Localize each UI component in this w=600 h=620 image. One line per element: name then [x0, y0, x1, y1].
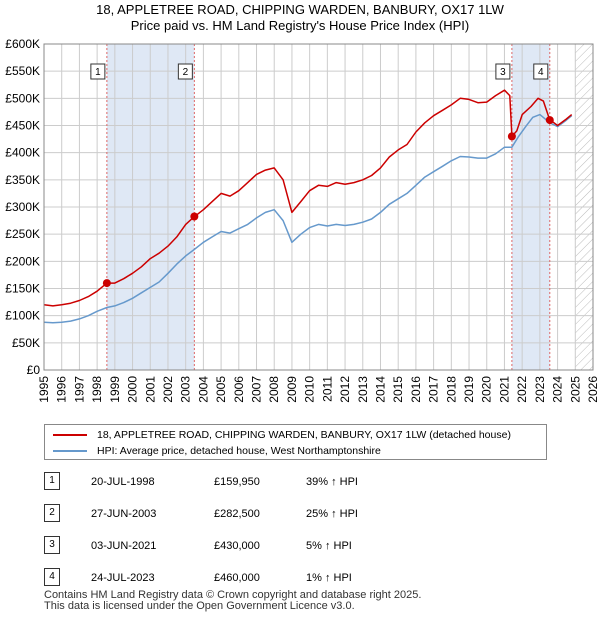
sale-number: 2 [44, 504, 60, 522]
sale-marker-box [177, 63, 193, 80]
hpi-line [43, 113, 573, 324]
legend-item-property: 18, APPLETREE ROAD, CHIPPING WARDEN, BAN… [53, 427, 511, 443]
y-tick-label: £0 [27, 363, 41, 377]
sale-row: 1 20-JUL-1998 £159,950 39% ↑ HPI [44, 472, 404, 490]
sale-hpi-change: 25% ↑ HPI [306, 508, 358, 520]
legend: 18, APPLETREE ROAD, CHIPPING WARDEN, BAN… [44, 424, 547, 460]
plot-border [43, 43, 594, 371]
x-tick-label: 2022 [515, 376, 529, 403]
y-tick-label: £50K [12, 336, 40, 350]
sale-row: 4 24-JUL-2023 £460,000 1% ↑ HPI [44, 568, 404, 586]
sale-price: £430,000 [214, 540, 260, 552]
x-tick-label: 2016 [409, 376, 423, 403]
x-tick-label: 2024 [551, 376, 565, 403]
sale-marker-box [495, 63, 511, 80]
x-tick-label: 2010 [303, 376, 317, 403]
sale-marker-label: 4 [538, 67, 544, 78]
x-tick-label: 2004 [196, 376, 210, 403]
legend-swatch-hpi [53, 450, 87, 453]
y-tick-label: £200K [5, 254, 40, 268]
title-line-1: 18, APPLETREE ROAD, CHIPPING WARDEN, BAN… [96, 2, 504, 17]
x-tick-label: 1995 [37, 376, 51, 403]
sale-point [102, 279, 111, 288]
legend-item-hpi: HPI: Average price, detached house, West… [53, 443, 381, 459]
sale-price: £460,000 [214, 572, 260, 584]
x-tick-label: 2012 [338, 376, 352, 403]
x-tick-label: 2006 [232, 376, 246, 403]
x-tick-label: 2007 [250, 376, 264, 403]
sale-date: 03-JUN-2021 [91, 540, 157, 552]
sale-hpi-change: 39% ↑ HPI [306, 476, 358, 488]
footer-line-2: This data is licensed under the Open Gov… [44, 600, 355, 612]
x-tick-label: 2018 [444, 376, 458, 403]
x-tick-label: 2003 [179, 376, 193, 403]
y-tick-label: £400K [5, 146, 40, 160]
x-tick-label: 2009 [285, 376, 299, 403]
y-tick-label: £550K [5, 64, 40, 78]
sale-row: 2 27-JUN-2003 £282,500 25% ↑ HPI [44, 504, 404, 522]
x-tick-label: 2021 [497, 376, 511, 403]
sale-marker-label: 2 [183, 67, 189, 78]
x-tick-label: 2019 [462, 376, 476, 403]
y-tick-label: £500K [5, 91, 40, 105]
sale-row: 3 03-JUN-2021 £430,000 5% ↑ HPI [44, 536, 404, 554]
y-tick-label: £300K [5, 200, 40, 214]
x-tick-label: 1998 [90, 376, 104, 403]
x-tick-label: 2014 [373, 376, 387, 403]
sale-number: 4 [44, 568, 60, 586]
x-tick-label: 2005 [214, 376, 228, 403]
sale-point [190, 212, 199, 221]
x-tick-label: 1999 [108, 376, 122, 403]
sale-marker-label: 3 [500, 67, 506, 78]
x-tick-label: 1996 [55, 376, 69, 403]
footer: Contains HM Land Registry data © Crown c… [44, 590, 421, 612]
sale-hpi-change: 5% ↑ HPI [306, 540, 352, 552]
y-tick-label: £600K [5, 37, 40, 51]
x-tick-label: 2013 [356, 376, 370, 403]
sale-price: £282,500 [214, 508, 260, 520]
x-tick-label: 2025 [568, 376, 582, 403]
y-tick-label: £150K [5, 282, 40, 296]
sale-number: 3 [44, 536, 60, 554]
sale-date: 27-JUN-2003 [91, 508, 157, 520]
chart-title: 18, APPLETREE ROAD, CHIPPING WARDEN, BAN… [0, 2, 600, 34]
y-tick-label: £100K [5, 309, 40, 323]
y-tick-label: £350K [5, 173, 40, 187]
sale-date: 20-JUL-1998 [91, 476, 155, 488]
legend-swatch-property [53, 434, 87, 437]
x-tick-label: 2011 [320, 376, 334, 402]
sale-point [507, 132, 516, 141]
y-tick-label: £450K [5, 119, 40, 133]
x-tick-label: 2023 [533, 376, 547, 403]
price-chart: £0 £50K £100K £150K £200K £250K £300K £350K £400… [5, 37, 600, 403]
sale-marker-box [90, 63, 106, 80]
x-tick-label: 2002 [161, 376, 175, 403]
x-tick-label: 1997 [72, 376, 86, 403]
x-tick-label: 2026 [586, 376, 600, 403]
x-tick-label: 2008 [267, 376, 281, 403]
legend-label-property: 18, APPLETREE ROAD, CHIPPING WARDEN, BAN… [97, 429, 511, 441]
x-tick-label: 2015 [391, 376, 405, 403]
sale-point [545, 116, 554, 125]
sale-marker-label: 1 [95, 67, 101, 78]
sale-date: 24-JUL-2023 [91, 572, 155, 584]
sale-number: 1 [44, 472, 60, 490]
x-tick-label: 2020 [480, 376, 494, 403]
y-tick-label: £250K [5, 227, 40, 241]
footer-line-1: Contains HM Land Registry data © Crown c… [44, 589, 422, 601]
legend-label-hpi: HPI: Average price, detached house, West… [97, 445, 381, 457]
title-line-2: Price paid vs. HM Land Registry's House … [130, 18, 470, 33]
sale-price: £159,950 [214, 476, 260, 488]
x-tick-label: 2001 [143, 376, 157, 403]
sale-marker-box [533, 63, 549, 80]
property-price-line [43, 89, 573, 307]
sale-hpi-change: 1% ↑ HPI [306, 572, 352, 584]
x-tick-label: 2017 [427, 376, 441, 403]
x-tick-label: 2000 [126, 376, 140, 403]
